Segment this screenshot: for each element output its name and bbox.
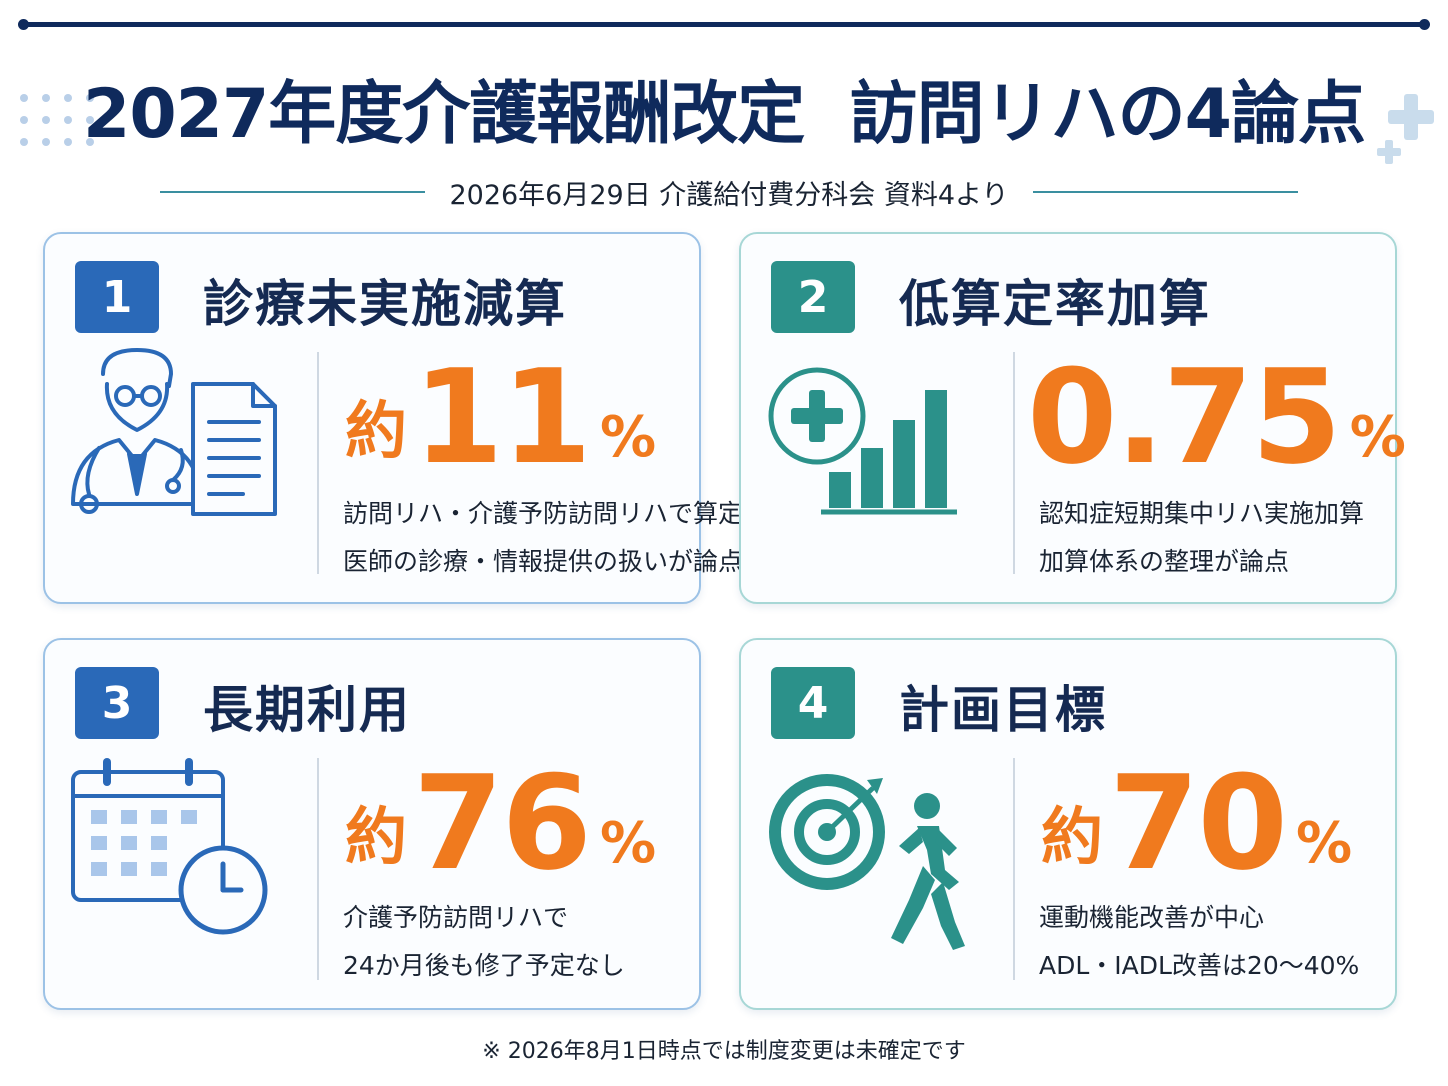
medical-cross-bar-chart-icon bbox=[759, 344, 999, 584]
stat-value: 0.75 bbox=[1027, 341, 1342, 493]
subtitle-rule-left bbox=[160, 191, 426, 193]
stat-unit: % bbox=[1349, 405, 1406, 470]
card-number-badge: 4 bbox=[771, 667, 855, 739]
stat-value: 70 bbox=[1109, 747, 1288, 899]
card-description-line-1: 訪問リハ・介護予防訪問リハで算定 bbox=[343, 499, 744, 528]
card-stat: 0.75 % bbox=[1021, 342, 1406, 482]
decorative-dots bbox=[20, 90, 110, 150]
subtitle-row: 2026年6月29日 介護給付費分科会 資料4より bbox=[160, 172, 1298, 212]
stat-value: 76 bbox=[413, 747, 592, 899]
card-number-badge: 2 bbox=[771, 261, 855, 333]
card-title: 長期利用 bbox=[203, 681, 411, 739]
doctor-document-icon bbox=[63, 344, 303, 584]
card-1: 1 診療未実施減算 約 11 % 訪問リハ・介護予防訪問リハで算定 医師の診療・… bbox=[43, 232, 743, 604]
card-stat: 約 11 % bbox=[345, 342, 656, 482]
stat-prefix: 約 bbox=[345, 800, 408, 873]
card-divider bbox=[317, 758, 319, 980]
stat-unit: % bbox=[599, 405, 657, 470]
card-divider bbox=[1013, 758, 1015, 980]
calendar-clock-icon bbox=[63, 750, 303, 990]
card-stat: 約 76 % bbox=[345, 748, 656, 888]
target-walking-person-icon bbox=[759, 750, 999, 990]
card-number-badge: 1 bbox=[75, 261, 159, 333]
card-description-line-2: 加算体系の整理が論点 bbox=[1039, 547, 1290, 576]
stat-prefix: 約 bbox=[345, 394, 408, 467]
card-description-line-1: 介護予防訪問リハで bbox=[343, 903, 569, 932]
card-stat: 約 70 % bbox=[1041, 748, 1352, 888]
subtitle-rule-right bbox=[1032, 191, 1298, 193]
stat-unit: % bbox=[599, 811, 657, 876]
card-3: 3 長期利用 約 76 % 介護予防訪問リハで 24か月後も修了予定なし bbox=[43, 638, 701, 1010]
stat-value: 11 bbox=[413, 341, 592, 493]
card-description-line-2: 医師の診療・情報提供の扱いが論点 bbox=[343, 547, 744, 576]
card-description-line-1: 運動機能改善が中心 bbox=[1039, 903, 1265, 932]
card-4: 4 計画目標 約 70 % 運動機能改善が中心 ADL・IADL改善は20～40… bbox=[739, 638, 1397, 1010]
card-number-badge: 3 bbox=[75, 667, 159, 739]
stat-unit: % bbox=[1295, 811, 1353, 876]
footnote: ※ 2026年8月1日時点では制度変更は未確定です bbox=[482, 1039, 966, 1064]
card-title: 低算定率加算 bbox=[899, 275, 1211, 333]
card-divider bbox=[1013, 352, 1015, 574]
card-title: 診療未実施減算 bbox=[203, 275, 567, 333]
card-divider bbox=[317, 352, 319, 574]
card-2: 2 低算定率加算 0.75 % 認知症短期集中リハ実施加算 加算体系の整理が論点 bbox=[739, 232, 1406, 604]
page-title: 2027年度介護報酬改定 訪問リハの4論点 bbox=[83, 75, 1366, 154]
stat-prefix: 約 bbox=[1041, 800, 1104, 873]
card-title: 計画目標 bbox=[899, 681, 1107, 739]
top-rule bbox=[18, 19, 1430, 30]
card-description-line-1: 認知症短期集中リハ実施加算 bbox=[1039, 499, 1365, 528]
card-description-line-2: 24か月後も修了予定なし bbox=[343, 951, 625, 980]
card-description-line-2: ADL・IADL改善は20～40% bbox=[1039, 951, 1360, 980]
page-subtitle: 2026年6月29日 介護給付費分科会 資料4より bbox=[449, 179, 1009, 211]
